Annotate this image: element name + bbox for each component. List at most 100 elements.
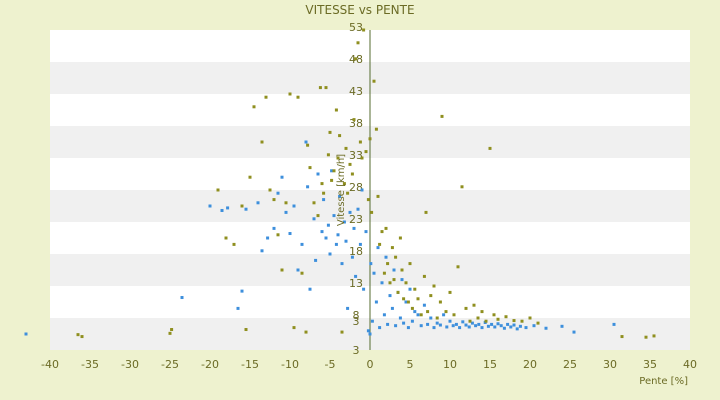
data-point: [488, 146, 492, 150]
data-point: [509, 325, 513, 329]
data-point: [382, 271, 386, 275]
x-tick-label: 5: [407, 358, 414, 371]
data-point: [536, 321, 540, 325]
x-tick-label: -30: [121, 358, 139, 371]
data-point: [486, 324, 490, 328]
data-point: [352, 226, 356, 230]
data-point: [248, 175, 252, 179]
data-point: [435, 321, 439, 325]
data-point: [360, 156, 364, 160]
data-point: [216, 188, 220, 192]
y-tick-label: 33: [349, 149, 363, 162]
data-point: [410, 306, 414, 310]
data-point: [322, 191, 326, 195]
data-point: [372, 271, 376, 275]
data-point: [390, 306, 394, 310]
y-tick-label: 38: [349, 117, 363, 130]
data-point: [236, 306, 240, 310]
data-point: [396, 290, 400, 294]
x-tick-label: 40: [683, 358, 697, 371]
data-point: [346, 306, 350, 310]
data-point: [378, 242, 382, 246]
y-tick-label: 18: [349, 245, 363, 258]
x-tick-label: -5: [325, 358, 336, 371]
data-point: [342, 220, 346, 224]
data-point: [296, 268, 300, 272]
data-point: [366, 198, 370, 202]
data-point: [476, 316, 480, 320]
data-point: [448, 290, 452, 294]
data-point: [435, 316, 439, 320]
data-point: [406, 326, 410, 330]
data-point: [408, 287, 412, 291]
data-point: [532, 324, 536, 328]
data-point: [448, 319, 452, 323]
y-tick-label: 28: [349, 181, 363, 194]
data-point: [260, 249, 264, 253]
data-point: [352, 118, 356, 122]
data-point: [344, 146, 348, 150]
data-point: [384, 255, 388, 259]
data-point: [244, 328, 248, 332]
data-point: [464, 323, 468, 327]
data-point: [324, 236, 328, 240]
data-point: [374, 300, 378, 304]
data-point: [504, 315, 508, 319]
data-point: [284, 201, 288, 205]
data-point: [268, 188, 272, 192]
data-point: [368, 137, 372, 141]
data-point: [314, 258, 318, 262]
data-point: [620, 335, 624, 339]
y-tick-label: 3: [353, 344, 360, 357]
data-point: [356, 207, 360, 211]
data-point: [392, 268, 396, 272]
data-point: [496, 317, 500, 321]
data-point: [354, 274, 358, 278]
data-point: [180, 296, 184, 300]
data-point: [334, 108, 338, 112]
data-point: [224, 236, 228, 240]
data-point: [402, 297, 406, 301]
data-point: [477, 322, 481, 326]
data-point: [276, 233, 280, 237]
data-point: [424, 210, 428, 214]
data-point: [410, 319, 414, 323]
data-point: [369, 262, 373, 266]
data-point: [496, 322, 500, 326]
data-point: [332, 169, 336, 173]
data-point: [440, 114, 444, 118]
data-point: [502, 326, 506, 330]
data-point: [398, 316, 402, 320]
data-point: [368, 332, 372, 336]
data-point: [376, 194, 380, 198]
data-point: [544, 326, 548, 330]
data-point: [336, 233, 340, 237]
data-point: [316, 172, 320, 176]
data-point: [340, 330, 344, 334]
data-point: [422, 274, 426, 278]
data-point: [394, 324, 398, 328]
x-tick-label: -40: [41, 358, 59, 371]
data-point: [429, 316, 433, 320]
y-tick-label: 43: [349, 85, 363, 98]
data-point: [374, 127, 378, 131]
x-tick-label: -25: [161, 358, 179, 371]
x-tick-labels: -40 -35 -30 -25 -20 -15 -10 -5 0 5 10 15 20 25 30 35 40: [41, 358, 697, 371]
data-point: [520, 319, 524, 323]
data-point: [442, 313, 446, 317]
data-point: [240, 289, 244, 293]
data-point: [272, 226, 276, 230]
data-point: [372, 79, 376, 83]
data-point: [300, 242, 304, 246]
data-point: [499, 324, 503, 328]
data-point: [408, 262, 412, 266]
data-point: [416, 297, 420, 301]
data-point: [572, 330, 576, 334]
data-point: [264, 95, 268, 99]
data-point: [652, 334, 656, 338]
data-point: [560, 324, 564, 328]
data-point: [400, 268, 404, 272]
data-point: [322, 198, 326, 202]
x-tick-label: -20: [201, 358, 219, 371]
